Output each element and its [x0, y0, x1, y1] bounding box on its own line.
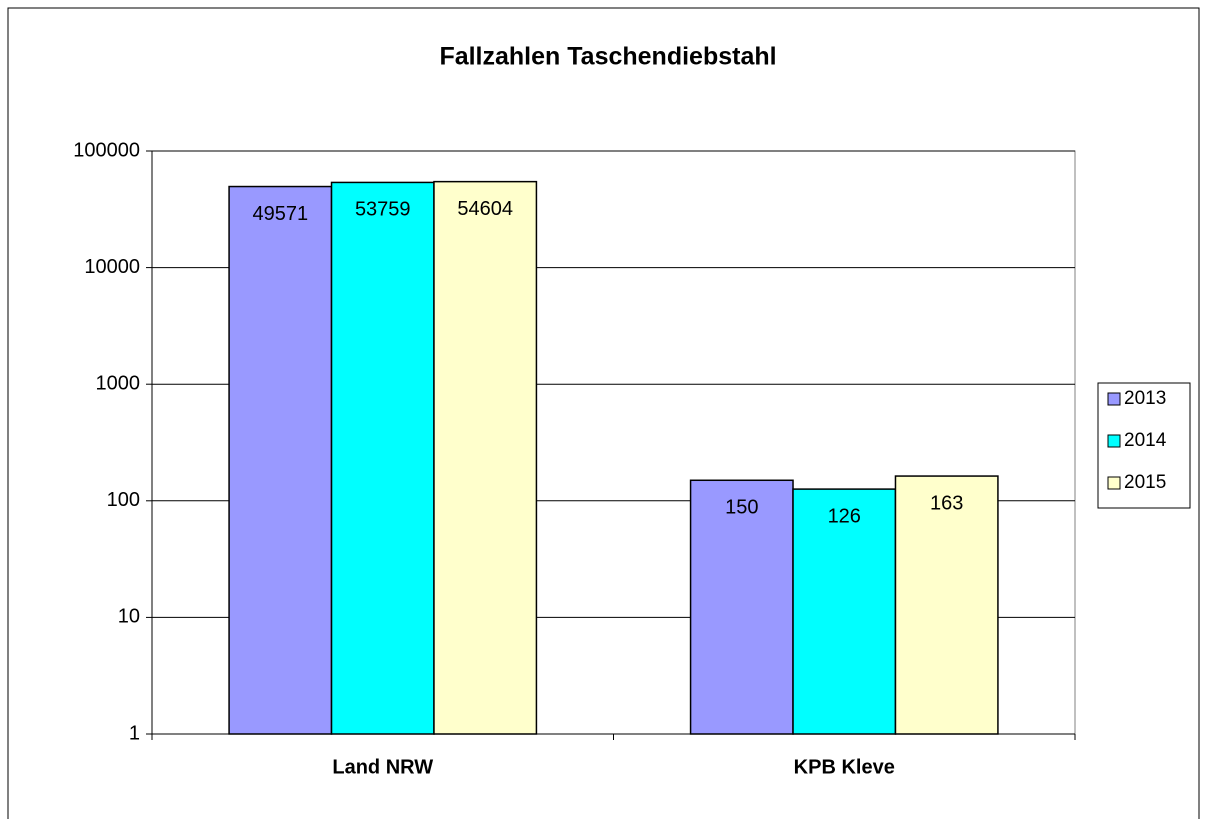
data-label: 126: [828, 505, 861, 527]
data-label: 54604: [457, 198, 513, 220]
y-tick-label: 10: [118, 606, 140, 628]
bar: [894, 475, 999, 735]
x-tick-label: KPB Kleve: [794, 756, 895, 778]
x-tick-label: Land NRW: [332, 756, 433, 778]
chart-title: Fallzahlen Taschendiebstahl: [439, 43, 776, 71]
legend-swatch: [1107, 476, 1121, 490]
legend-swatch: [1107, 434, 1121, 448]
bar: [792, 488, 897, 735]
bar: [330, 181, 435, 735]
legend-label: 2014: [1124, 430, 1167, 451]
data-label: 150: [725, 497, 758, 519]
data-label: 163: [930, 492, 963, 514]
bar: [433, 180, 538, 735]
legend-label: 2013: [1124, 388, 1166, 409]
legend-label: 2015: [1124, 472, 1166, 493]
data-label: 49571: [252, 203, 308, 225]
y-tick-label: 100: [107, 489, 140, 511]
bar: [228, 185, 333, 735]
y-tick-label: 1000: [96, 372, 141, 394]
y-tick-label: 10000: [84, 256, 140, 278]
y-tick-label: 1: [129, 722, 140, 744]
legend-swatch: [1107, 392, 1121, 406]
data-label: 53759: [355, 199, 411, 221]
y-tick-label: 100000: [73, 139, 140, 161]
